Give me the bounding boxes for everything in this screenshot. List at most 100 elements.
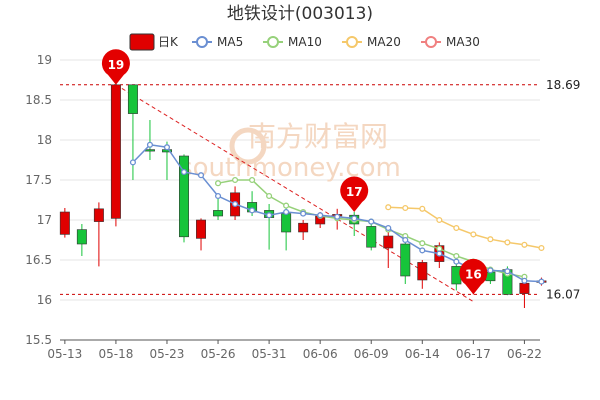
y-tick-label: 16.5 <box>25 253 52 267</box>
reference-label: 16.07 <box>546 287 580 301</box>
legend-label: 日K <box>158 35 179 49</box>
x-tick-label: 05-18 <box>98 347 133 361</box>
ma20-point <box>538 244 545 252</box>
price-pin-icon <box>101 49 130 85</box>
ma5-point <box>538 278 545 285</box>
y-tick-label: 19 <box>37 53 52 67</box>
ma5-point <box>129 159 136 166</box>
ma10-point <box>266 192 273 200</box>
price-pin-icon <box>340 176 369 212</box>
watermark-logo-icon <box>229 127 267 165</box>
candle-down <box>213 210 224 217</box>
ma20-point <box>504 239 511 246</box>
ma10-point <box>436 245 443 252</box>
legend-label: MA5 <box>217 35 243 49</box>
ma20-point <box>470 231 477 238</box>
ma20-point <box>521 241 528 248</box>
ma5-point <box>334 213 341 220</box>
legend: 日K MA5 MA10 MA20 MA30 <box>129 33 480 51</box>
candle-up <box>417 262 428 281</box>
legend-marker-icon <box>425 36 437 48</box>
price-pin-icon <box>459 258 488 295</box>
watermark-subtext: southmoney.com <box>179 153 401 183</box>
candle-down <box>144 149 155 152</box>
ma20-point <box>385 204 392 211</box>
candle-down <box>400 243 411 277</box>
ma5-point <box>232 200 239 208</box>
legend-marker-icon <box>346 36 358 48</box>
candle-up <box>110 84 121 219</box>
candle-down <box>281 213 292 233</box>
ma20-line <box>388 206 542 249</box>
y-tick-label: 16 <box>37 293 52 307</box>
ma5-point <box>266 212 273 219</box>
x-tick-label: 06-06 <box>303 347 338 361</box>
reference-label: 18.69 <box>546 78 580 92</box>
x-tick-label: 06-22 <box>507 347 542 361</box>
legend-label: MA30 <box>446 35 480 49</box>
ma5-point <box>385 224 392 232</box>
candle-up <box>519 282 530 294</box>
ma5-point <box>487 267 494 274</box>
ma5-point <box>214 192 222 200</box>
candle-down <box>76 229 87 245</box>
watermark-text: 南方财富网 <box>248 120 388 153</box>
ma10-point <box>419 240 426 247</box>
x-tick-label: 05-23 <box>150 347 185 361</box>
y-tick-label: 17 <box>37 213 52 227</box>
candle-up <box>59 211 70 235</box>
x-tick-label: 06-17 <box>456 347 491 361</box>
x-tick-label: 05-13 <box>47 347 82 361</box>
y-tick-label: 15.5 <box>25 333 52 347</box>
ma5-point <box>163 144 171 151</box>
candle-up <box>298 222 309 233</box>
ma5-point <box>351 215 358 222</box>
ma10-point <box>283 202 290 209</box>
candle-down <box>179 155 189 238</box>
ma5-point <box>317 212 324 219</box>
pin-label: 17 <box>346 185 363 199</box>
ma20-point <box>402 204 409 212</box>
legend-marker-icon <box>267 36 279 48</box>
ma5-point <box>453 258 460 265</box>
ma20-point <box>453 224 460 232</box>
x-tick-label: 05-26 <box>201 347 236 361</box>
pin-label: 16 <box>465 267 482 281</box>
ma5-point <box>402 236 409 244</box>
legend-label: MA10 <box>288 35 322 49</box>
ma5-point <box>436 250 443 257</box>
ma5-point <box>146 141 154 148</box>
candle-up <box>383 235 394 249</box>
x-tick-label: 06-09 <box>354 347 389 361</box>
y-tick-label: 18 <box>37 133 52 147</box>
legend-candle-icon <box>129 33 155 51</box>
ma10-point <box>453 252 460 260</box>
x-tick-label: 05-31 <box>252 347 287 361</box>
candle-up <box>93 208 104 222</box>
ma5-point <box>300 210 307 217</box>
ma10-point <box>249 176 256 184</box>
ma5-point <box>180 168 188 176</box>
ma5-point <box>197 172 205 179</box>
ma10-point <box>214 180 222 187</box>
legend-label: MA20 <box>367 35 401 49</box>
ma5-point <box>283 208 290 216</box>
y-tick-label: 17.5 <box>25 173 52 187</box>
pin-label: 19 <box>108 58 125 72</box>
legend-marker-icon <box>196 36 208 48</box>
ma5-point <box>504 268 511 275</box>
ma5-point <box>521 277 528 284</box>
ma20-point <box>436 216 443 224</box>
candle-down <box>127 84 138 114</box>
chart-title: 地铁设计(003013) <box>227 4 373 24</box>
x-tick-label: 06-14 <box>405 347 440 361</box>
axes: 15.5 16 16.5 17 17.5 18 18.5 19 05-13 05-18 05-23 0… <box>25 53 542 361</box>
ma10-point <box>232 176 239 184</box>
ma5-point <box>249 207 256 214</box>
reference-lines: 18.69 16.07 <box>60 78 580 301</box>
ma20-point <box>487 236 494 243</box>
candle-up <box>196 219 207 239</box>
candle-down <box>366 226 377 248</box>
